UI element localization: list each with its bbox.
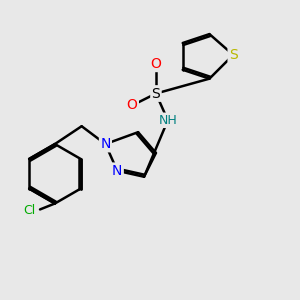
Text: N: N [112, 164, 122, 178]
Text: NH: NH [158, 114, 177, 127]
Text: Cl: Cl [23, 204, 36, 218]
Text: O: O [151, 57, 161, 71]
Text: O: O [127, 98, 138, 112]
Text: S: S [229, 48, 238, 62]
Text: S: S [152, 86, 160, 100]
Text: N: N [100, 137, 111, 151]
